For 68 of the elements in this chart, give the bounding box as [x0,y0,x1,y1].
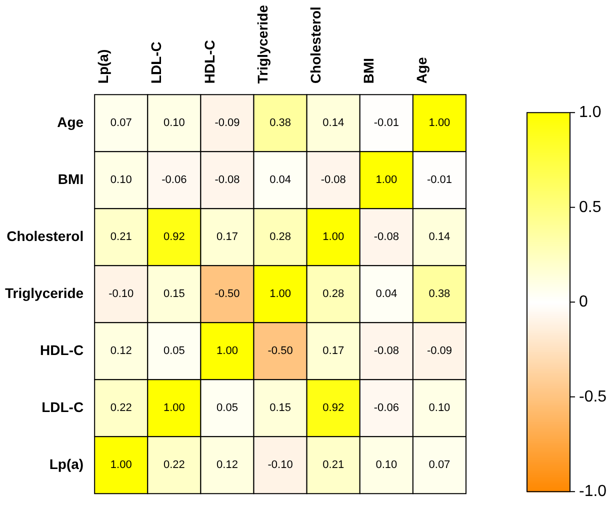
color-bar-label: -0.5 [579,388,607,406]
data-label: 0.22 [163,459,185,472]
data-label: 1.00 [110,459,132,472]
data-label: 0.28 [270,231,292,244]
y-tick-label: LDL-C [42,398,84,415]
data-label: 0.04 [270,174,292,186]
data-label: 0.17 [216,231,238,244]
data-label: -0.01 [426,174,452,186]
data-label: 0.10 [376,459,398,472]
data-label: 0.12 [110,345,132,358]
x-tick-label: HDL-C [201,40,218,84]
y-tick-label: BMI [58,170,84,187]
data-label: -0.08 [374,345,399,358]
x-tick-label: LDL-C [148,42,164,84]
data-label: -0.10 [268,459,293,472]
color-bar-label: 1.0 [579,104,602,121]
color-bar-label: 0 [579,294,588,311]
data-label: -0.50 [214,288,240,300]
data-label: 1.00 [163,402,185,414]
data-label: 0.12 [216,459,238,472]
data-label: 0.15 [163,288,185,300]
data-label: 0.38 [270,117,292,130]
data-label: 1.00 [322,231,344,244]
data-label: 0.38 [428,288,450,300]
data-label: -0.50 [268,345,293,358]
data-label: -0.06 [374,402,399,414]
data-label: 1.00 [428,117,450,130]
y-tick-label: Age [57,114,84,130]
data-label: 0.14 [322,117,344,130]
y-tick-label: Cholesterol [6,228,84,244]
data-label: -0.08 [374,231,399,244]
data-label: -0.06 [162,174,187,186]
x-tick-label: Cholesterol [307,6,324,84]
data-label: 0.10 [163,117,185,130]
data-label: 0.10 [110,174,132,186]
data-label: 0.28 [322,288,344,300]
data-label: -0.08 [320,174,346,186]
x-tick-label: Age [414,56,430,84]
data-label: 0.07 [428,459,450,472]
data-label: 0.92 [163,231,185,244]
x-tick-label: BMI [360,58,376,84]
data-label: 1.00 [270,288,292,300]
y-tick-label: HDL-C [40,342,84,358]
x-tick-label: Lp(a) [95,49,112,84]
data-label: 0.07 [110,117,132,130]
color-bar-label: 0.5 [579,198,602,216]
data-label: 0.15 [270,402,292,414]
data-label: 0.04 [376,288,398,300]
data-label: 1.00 [376,174,398,186]
data-label: 0.14 [428,231,450,244]
x-tick-label: Triglyceride [254,4,270,84]
data-label: 0.10 [428,402,450,414]
data-label: 0.92 [322,402,344,414]
data-label: -0.01 [374,117,399,130]
y-tick-label: Triglyceride [5,284,84,301]
color-bar-label: -1.0 [579,483,607,500]
data-label: 0.21 [110,231,132,244]
data-label: 0.21 [322,459,344,472]
data-label: 0.22 [110,402,132,414]
data-label: 0.17 [322,345,344,358]
data-label: -0.09 [426,345,452,358]
data-label: 0.05 [216,402,238,414]
data-label: -0.08 [214,174,240,186]
data-label: -0.10 [108,288,134,300]
data-label: -0.09 [214,117,240,130]
data-label: 0.05 [163,345,185,358]
y-tick-label: Lp(a) [49,456,84,472]
data-label: 1.00 [216,345,238,358]
